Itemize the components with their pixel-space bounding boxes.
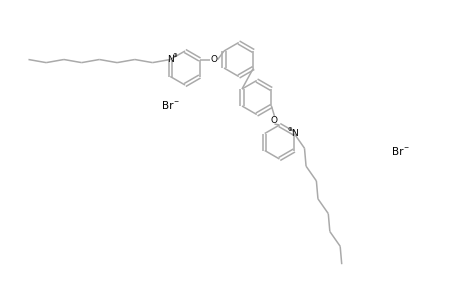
- Text: Br: Br: [392, 147, 403, 157]
- Text: −: −: [173, 98, 178, 104]
- Text: O: O: [270, 116, 277, 124]
- Text: ⊕: ⊕: [172, 52, 177, 58]
- Text: Br: Br: [162, 101, 174, 111]
- Text: ⊕: ⊕: [287, 127, 292, 132]
- Text: N: N: [167, 55, 174, 64]
- Text: −: −: [403, 145, 408, 149]
- Text: N: N: [290, 129, 297, 138]
- Text: O: O: [210, 55, 217, 64]
